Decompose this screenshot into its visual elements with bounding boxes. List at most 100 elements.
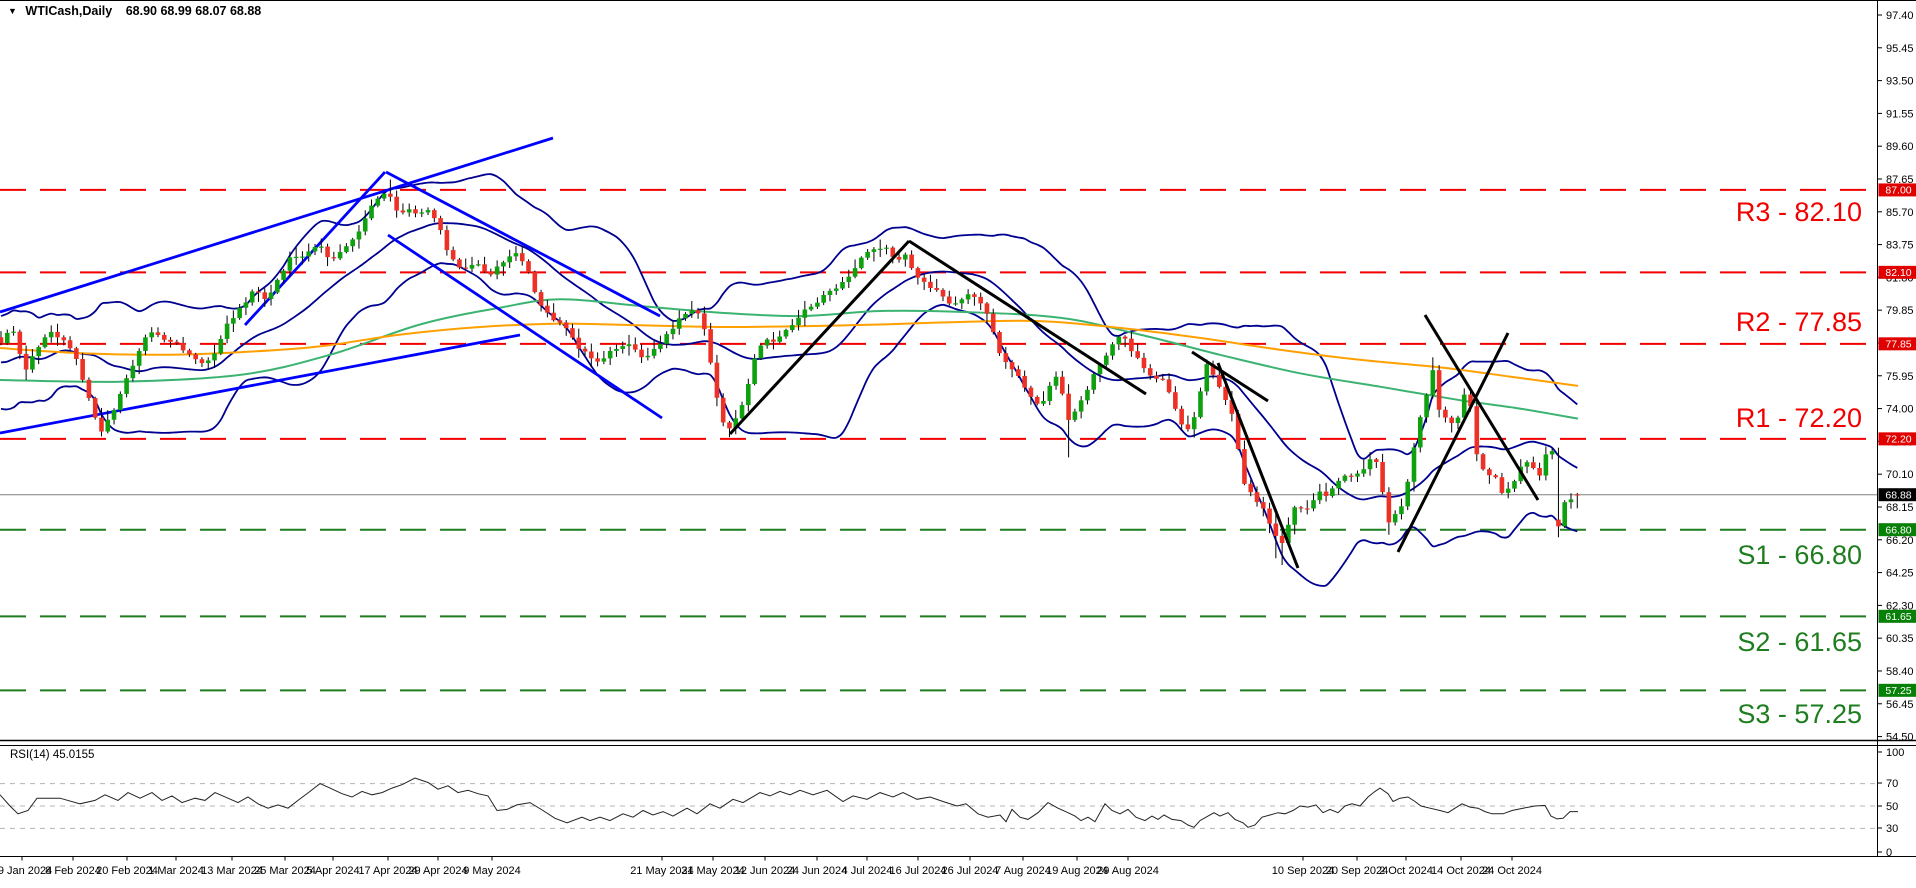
rsi-tick-label: 70 [1886, 778, 1898, 790]
candle-down [997, 332, 1002, 354]
candle-up [1568, 499, 1574, 503]
price-badge: 87.00 [1878, 183, 1916, 197]
bollinger-lower-band [0, 262, 1578, 587]
trend-line-black[interactable] [1396, 332, 1510, 553]
candle-up [859, 257, 864, 269]
candle-down [1537, 467, 1542, 476]
candle-down [400, 210, 406, 213]
candle-up [375, 198, 381, 206]
candle-down [921, 277, 927, 282]
price-tick-label: 93.50 [1886, 76, 1914, 88]
candle-up [871, 249, 877, 252]
candle-down [727, 422, 732, 429]
candle-down [538, 292, 544, 306]
candle-down [1229, 400, 1235, 414]
candle-up [664, 334, 669, 344]
date-tick-label: 14 Oct 2024 [1431, 865, 1491, 877]
candle-up [683, 313, 688, 319]
date-tick-label: 8 Feb 2024 [45, 865, 101, 877]
rsi-axis[interactable]: 100 70 50 30 0 [1877, 747, 1904, 859]
price-axis[interactable]: 97.40 95.45 93.50 91.55 89.60 87.65 85.70 83.75… [1877, 10, 1916, 744]
trend-line-black[interactable] [908, 239, 1147, 396]
candle-up [1198, 391, 1203, 418]
candle-down [532, 272, 538, 293]
candle-up [808, 306, 814, 310]
rsi-line [0, 777, 1578, 828]
candle-up [475, 264, 481, 266]
candle-down [99, 417, 104, 432]
symbol-dropdown-icon[interactable]: ▼ [8, 6, 17, 16]
candle-up [789, 325, 795, 330]
candle-down [1304, 508, 1310, 510]
date-tick-label: 21 May 2024 [630, 865, 694, 877]
trend-line-blue[interactable] [385, 170, 661, 318]
candle-up [149, 332, 155, 338]
candle-down [1003, 353, 1009, 363]
candle-down [1147, 368, 1153, 376]
candle-up [11, 331, 16, 333]
candle-down [450, 250, 456, 260]
candle-up [1336, 480, 1341, 489]
candle-down [545, 305, 550, 313]
candle-up [1286, 524, 1291, 544]
candle-down [946, 296, 952, 304]
rsi-tick-label: 0 [1886, 847, 1892, 859]
candle-up [965, 294, 971, 300]
candle-up [1292, 507, 1297, 525]
moving-average-orange [0, 319, 1579, 387]
candle-up [758, 345, 764, 359]
price-tick-label: 91.55 [1886, 108, 1914, 120]
candle-up [369, 205, 374, 219]
candle-down [80, 358, 85, 380]
chart-frame [0, 0, 1916, 857]
svg-text:66.80: 66.80 [1885, 524, 1911, 536]
candle-down [388, 193, 393, 197]
date-tick-label: 29 Apr 2024 [408, 865, 467, 877]
candle-down [632, 344, 638, 350]
candle-down [1254, 492, 1260, 503]
candle-up [306, 251, 312, 257]
candle-down [1154, 375, 1159, 379]
support-label-s1: S1 - 66.80 [1737, 540, 1862, 570]
candle-up [249, 291, 255, 303]
trend-line-black[interactable] [728, 239, 911, 436]
candle-up [1342, 475, 1348, 481]
candle-down [1141, 357, 1147, 369]
candle-down [1531, 462, 1536, 468]
candle-down [934, 287, 940, 290]
candle-down [1066, 393, 1071, 420]
price-tick-label: 56.45 [1886, 699, 1914, 711]
candle-up [1461, 394, 1467, 418]
trend-line-blue[interactable] [387, 233, 663, 420]
candle-up [1047, 385, 1053, 401]
candle-up [1405, 481, 1411, 507]
main-plot-area[interactable] [0, 136, 1877, 692]
candle-up [953, 303, 958, 305]
resistance-label-r3: R3 - 82.10 [1735, 197, 1862, 227]
candle-up [796, 317, 801, 326]
trend-line-black[interactable] [1191, 350, 1269, 403]
candle-down [1386, 492, 1392, 523]
trend-line-black[interactable] [1423, 314, 1540, 501]
rsi-panel[interactable] [0, 777, 1877, 829]
candle-up [658, 343, 663, 349]
trend-line-blue[interactable] [0, 333, 521, 435]
candle-down [432, 210, 437, 219]
support-label-s3: S3 - 57.25 [1737, 699, 1862, 729]
candle-down [187, 350, 192, 355]
candle-up [1505, 488, 1511, 493]
candle-down [86, 379, 92, 399]
trend-line-black[interactable] [1216, 362, 1300, 569]
candle-up [237, 307, 242, 319]
candle-down [1474, 406, 1480, 455]
candle-up [601, 358, 607, 362]
candle-down [1016, 369, 1021, 377]
candle-up [513, 253, 519, 257]
date-tick-label: 12 Jun 2024 [735, 865, 796, 877]
candle-up [1116, 336, 1122, 345]
trend-line-blue[interactable] [0, 136, 554, 314]
candle-down [1223, 386, 1228, 401]
